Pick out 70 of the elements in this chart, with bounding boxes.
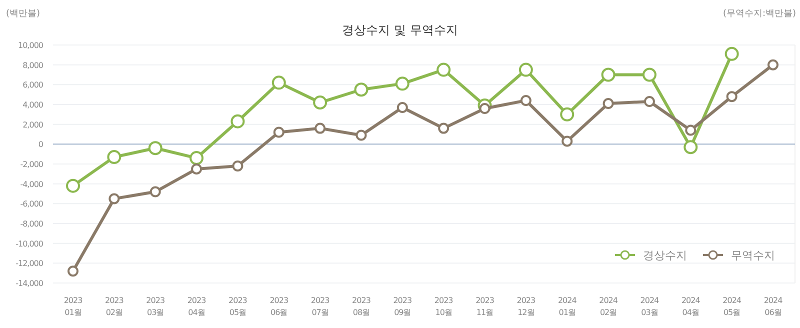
x-tick-label: 2023 06월: [270, 296, 288, 317]
y-tick-label: 4,000: [22, 100, 44, 110]
y-tick-label: -4,000: [20, 180, 44, 189]
x-tick-label: 2024 06월: [764, 296, 783, 317]
x-tick-label: 2024 05월: [722, 296, 742, 317]
y-tick-label: -14,000: [16, 279, 44, 288]
x-tick-label: 2023 12월: [516, 296, 536, 317]
chart-title: 경상수지 및 무역수지: [342, 23, 458, 37]
point: [191, 163, 202, 174]
y-tick-label: -6,000: [20, 200, 44, 209]
point: [436, 62, 451, 77]
x-tick-label: 2024 02월: [599, 296, 618, 317]
x-tick-label: 2023 02월: [104, 296, 124, 317]
x-tick-label: 2023 05월: [228, 296, 248, 317]
point: [272, 76, 286, 90]
x-tick-label: 2023 08월: [352, 296, 371, 317]
x-tick-label: 2023 03월: [146, 296, 165, 317]
point: [356, 130, 367, 141]
point: [395, 76, 410, 91]
point: [642, 68, 656, 82]
point: [396, 102, 408, 113]
point: [644, 96, 655, 108]
y-tick-label: -8,000: [20, 220, 44, 228]
point: [768, 59, 778, 70]
x-tick-label: 2023 04월: [187, 296, 206, 317]
point: [314, 122, 326, 134]
point: [273, 126, 284, 138]
x-tick-label: 2023 09월: [393, 296, 412, 317]
point: [150, 186, 161, 198]
point: [520, 95, 532, 106]
point: [602, 98, 614, 110]
point: [479, 102, 490, 114]
x-tick-label: 2023 10월: [434, 296, 454, 317]
x-tick-label: 2024 04월: [681, 296, 700, 317]
legend-label: 경상수지: [643, 249, 687, 262]
point: [107, 150, 122, 164]
point: [726, 91, 738, 102]
y-axis-title: (백만불): [6, 9, 40, 19]
text: (무역수지:백만불): [722, 9, 796, 19]
x-tick-label: 2024 03월: [640, 296, 660, 317]
point: [313, 96, 328, 110]
point: [230, 114, 245, 128]
y-tick-label: -2,000: [20, 160, 44, 169]
x-tick-label: 2023 01월: [64, 296, 83, 317]
y-tick-label: -10,000: [16, 239, 44, 248]
point: [66, 178, 80, 193]
point: [148, 141, 162, 156]
point: [685, 124, 696, 136]
x-tick-label: 2024 01월: [558, 296, 577, 317]
point: [68, 266, 78, 277]
y-tick-label: 0: [38, 140, 44, 150]
point: [562, 136, 573, 147]
point: [601, 68, 616, 82]
y-tick-label: -12,000: [16, 259, 44, 268]
point: [232, 160, 244, 172]
y-tick-label: 6,000: [22, 80, 44, 90]
y-tick-label: 8,000: [22, 60, 44, 70]
point: [190, 151, 204, 166]
x-tick-label: 2023 07월: [310, 296, 330, 317]
point: [354, 82, 368, 97]
point: [518, 62, 533, 77]
point: [560, 107, 574, 122]
point: [724, 46, 739, 61]
point: [684, 140, 698, 154]
point: [438, 122, 450, 134]
point: [108, 193, 120, 204]
legend-label: 무역수지: [731, 249, 775, 262]
y-tick-label: 10,000: [18, 41, 44, 50]
x-tick-label: 2023 11월: [476, 296, 494, 317]
y-tick-label: 2,000: [22, 120, 44, 130]
